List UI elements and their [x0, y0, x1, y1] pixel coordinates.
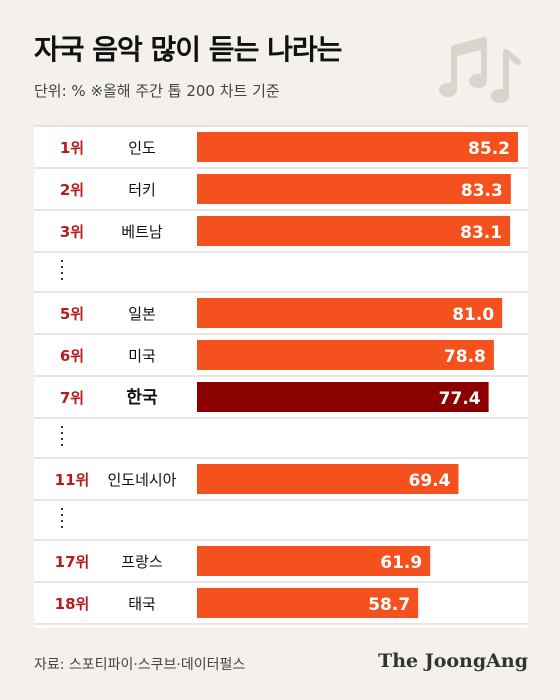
source-note: 자료: 스포티파이·스쿠브·데이터펄스: [34, 657, 246, 673]
country-label: 인도: [128, 139, 156, 157]
rank-label: 5위: [60, 305, 84, 323]
country-label: 한국: [126, 388, 158, 408]
rank-label: 7위: [60, 389, 84, 407]
value-label: 69.4: [409, 471, 451, 491]
bar: [197, 216, 511, 246]
rank-label: 18위: [55, 595, 90, 613]
country-label: 프랑스: [121, 553, 163, 571]
rank-label: 6위: [60, 347, 84, 365]
bar: [197, 464, 459, 494]
country-label: 터키: [128, 181, 156, 199]
country-label: 일본: [128, 305, 156, 323]
bar: [197, 588, 419, 618]
value-label: 81.0: [452, 305, 494, 325]
unit-note: 단위: % ※올해 주간 톱 200 차트 기준: [34, 82, 280, 100]
country-label: 태국: [128, 595, 156, 613]
bar: [197, 298, 503, 328]
bar: [197, 174, 511, 204]
country-label: 베트남: [121, 223, 163, 241]
rank-label: 2위: [60, 181, 84, 199]
bar: [197, 382, 489, 412]
value-label: 61.9: [380, 553, 422, 573]
bar: [197, 340, 494, 370]
value-label: 83.3: [461, 181, 503, 201]
bar: [197, 132, 518, 162]
publisher-logo: The JoongAng: [378, 650, 528, 672]
bar: [197, 546, 431, 576]
value-label: 77.4: [439, 389, 481, 409]
value-label: 83.1: [460, 223, 502, 243]
value-label: 85.2: [468, 139, 510, 159]
country-label: 미국: [128, 347, 156, 365]
value-label: 78.8: [444, 347, 486, 367]
rank-label: 11위: [55, 471, 90, 489]
country-label: 인도네시아: [107, 471, 176, 489]
rank-label: 3위: [60, 223, 84, 241]
music-notes-icon: [439, 37, 521, 103]
value-label: 58.7: [368, 595, 410, 615]
chart-title: 자국 음악 많이 듣는 나라는: [34, 33, 342, 66]
rank-label: 17위: [55, 553, 90, 571]
rank-label: 1위: [60, 139, 84, 157]
